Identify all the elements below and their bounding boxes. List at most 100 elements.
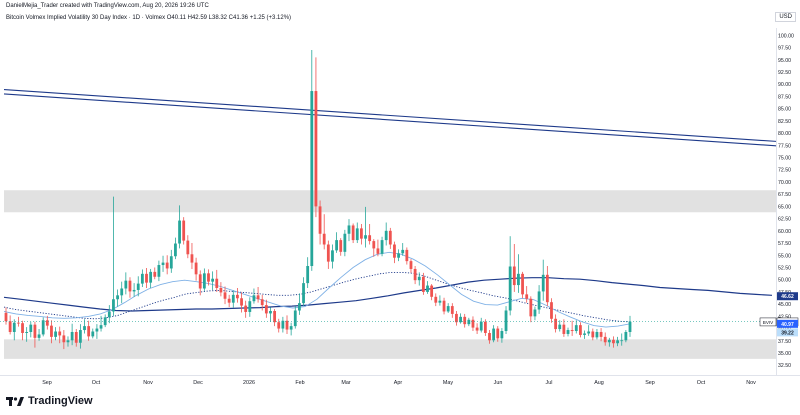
symbol-tag (759, 317, 777, 327)
candle-body (318, 206, 322, 234)
symbol-ohlc-line: Bitcoin Volmex Implied Volatility 30 Day… (6, 15, 292, 21)
y-tick-label: 52.50 (778, 265, 791, 271)
y-tick-label: 90.00 (778, 82, 791, 88)
y-tick-label: 50.00 (778, 278, 791, 284)
candle-body (500, 331, 504, 339)
candle-body (157, 265, 161, 277)
tradingview-logo[interactable]: TradingView (6, 395, 93, 407)
y-tick-label: 97.50 (778, 46, 791, 52)
candle-body (347, 225, 351, 234)
candle-body (244, 305, 248, 312)
candle-body (314, 91, 318, 207)
candle-body (446, 306, 450, 312)
candle-body (112, 299, 115, 312)
candle-body (541, 274, 545, 292)
candle-body (533, 309, 537, 317)
candle-body (149, 271, 153, 283)
channel-lower-line (3, 93, 777, 147)
candle-body (83, 326, 86, 331)
candle-body (260, 299, 264, 306)
candle-body (165, 262, 169, 269)
channel-upper-line (3, 89, 777, 142)
x-tick-label: 2026 (243, 380, 255, 386)
candle-body (16, 322, 20, 324)
y-tick-label: 80.00 (778, 131, 791, 137)
candle-body (12, 322, 16, 332)
candle-body (41, 320, 45, 335)
candle-body (384, 230, 388, 241)
x-tick-label: Nov (143, 380, 153, 386)
y-tick-label: 72.50 (778, 168, 791, 174)
candle-body (426, 285, 429, 292)
y-tick-label: 95.00 (778, 58, 791, 64)
candle-body (21, 323, 24, 333)
chart-footer: TradingView (0, 392, 800, 415)
candle-body (537, 291, 541, 310)
x-tick-label: Oct (697, 380, 706, 386)
candle-body (240, 298, 243, 306)
candle-body (401, 249, 405, 254)
y-tick-label: 57.50 (778, 241, 791, 247)
candle-body (120, 288, 124, 296)
candle-body (302, 283, 305, 304)
candle-body (355, 228, 359, 241)
candle-body (587, 331, 591, 334)
candle-body (628, 321, 632, 332)
candle-body (359, 228, 363, 239)
candle-body (351, 225, 355, 241)
candle-body (624, 331, 628, 341)
candle-body (153, 271, 157, 277)
candle-body (236, 294, 239, 299)
x-tick-label: Oct (92, 380, 101, 386)
candle-body (91, 331, 95, 337)
candle-body (455, 313, 458, 323)
ma-short-line (3, 251, 631, 328)
candle-body (4, 312, 8, 322)
candle-body (66, 340, 70, 343)
chart-canvas[interactable]: 100.00 97.50 95.00 92.50 90.00 87.50 85.00 82.5… (0, 0, 800, 392)
candle-body (107, 311, 111, 318)
candle-body (50, 325, 53, 337)
tradingview-logo-icon (6, 397, 24, 406)
candle-body (417, 276, 421, 281)
x-tick-label: Jul (546, 380, 553, 386)
currency-button[interactable]: USD (775, 12, 796, 22)
candle-body (545, 274, 549, 303)
candle-body (252, 295, 256, 302)
candle-body (475, 327, 479, 331)
candle-body (186, 240, 190, 255)
candle-body (169, 256, 173, 269)
candle-body (124, 280, 128, 289)
y-tick-label: 55.00 (778, 253, 791, 259)
candle-body (421, 276, 425, 292)
candle-body (132, 289, 136, 292)
x-tick-label: Sep (645, 380, 655, 386)
candle-body (116, 295, 119, 300)
candle-body (492, 328, 496, 341)
candle-body (194, 262, 198, 275)
candle-body (310, 91, 314, 267)
candle-body (529, 298, 533, 317)
author-line: DanielMejia_Trader created with TradingV… (6, 3, 209, 9)
candle-body (413, 268, 417, 281)
candle-body (248, 301, 252, 312)
candle-body (231, 294, 235, 303)
y-tick-label: 70.00 (778, 180, 791, 186)
x-tick-label: May (443, 380, 453, 386)
candle-body (434, 296, 438, 303)
candle-body (409, 261, 413, 269)
candle-body (178, 220, 181, 244)
candle-body (273, 310, 277, 323)
price-label-box (777, 292, 798, 301)
candle-body (140, 273, 144, 284)
candle-body (322, 233, 326, 245)
candle-body (78, 330, 82, 343)
candle-body (430, 285, 434, 297)
candle-body (517, 273, 520, 286)
candle-body (388, 230, 392, 245)
candle-body (211, 278, 215, 282)
candle-body (264, 305, 268, 314)
candle-body (496, 328, 500, 339)
candle-body (161, 262, 165, 266)
candle-body (285, 320, 289, 330)
